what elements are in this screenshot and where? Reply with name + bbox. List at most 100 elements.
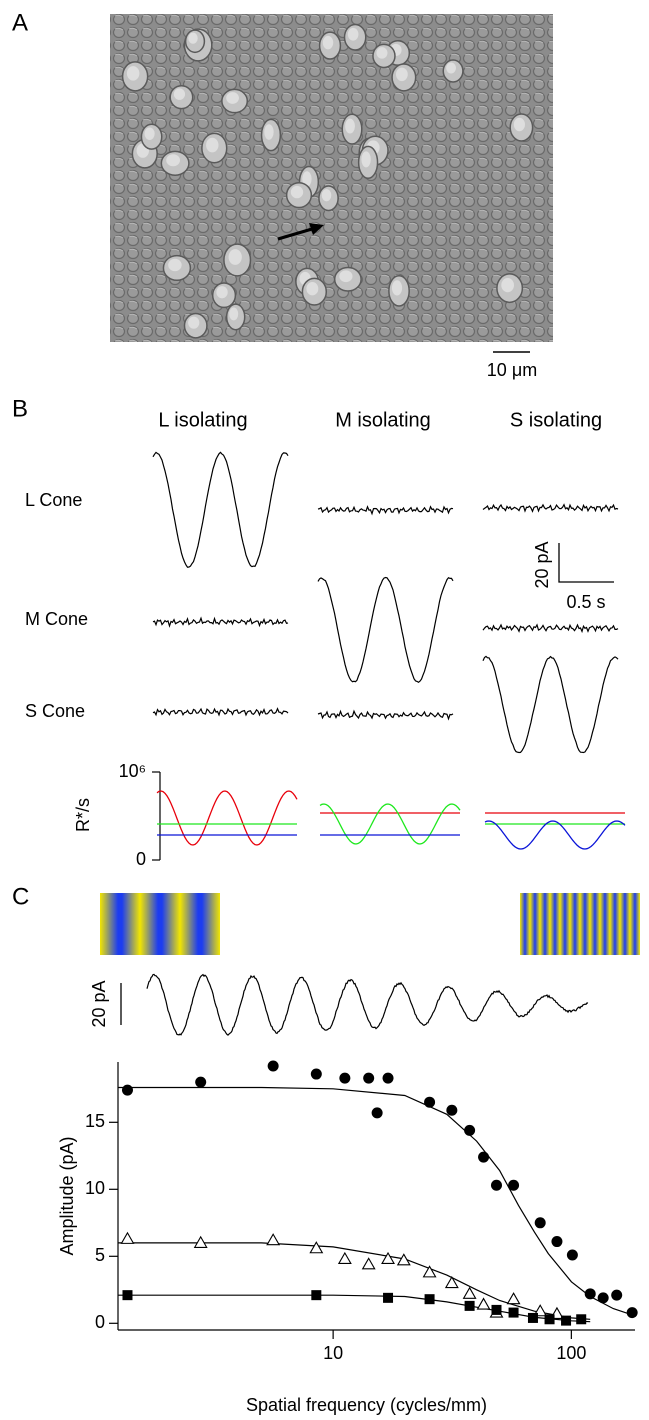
point bbox=[611, 1289, 623, 1301]
x-tick-label: 100 bbox=[556, 1343, 586, 1363]
point bbox=[371, 1107, 383, 1119]
y-tick-label: 15 bbox=[85, 1111, 105, 1131]
cone-highlight bbox=[290, 185, 304, 199]
point bbox=[462, 1286, 477, 1299]
current-trace bbox=[152, 707, 289, 717]
cone-highlight bbox=[229, 307, 239, 321]
current-trace bbox=[317, 576, 454, 684]
stimulus-plot: 10⁶ 0 R*/s bbox=[73, 761, 626, 869]
row-label: L Cone bbox=[25, 490, 82, 510]
cone-highlight bbox=[166, 154, 181, 167]
cone-highlight bbox=[188, 316, 200, 329]
current-trace bbox=[317, 709, 454, 721]
cone-highlight bbox=[206, 137, 219, 153]
cone-highlight bbox=[361, 151, 371, 168]
cone-highlight bbox=[322, 35, 334, 50]
cone-highlight bbox=[345, 118, 355, 134]
scale-bar-label: 10 μm bbox=[487, 360, 537, 380]
arrow bbox=[277, 227, 313, 241]
cone-highlight bbox=[513, 117, 525, 132]
y-axis-label: R*/s bbox=[73, 798, 93, 832]
arrow-head bbox=[309, 223, 324, 235]
point bbox=[544, 1314, 555, 1325]
point bbox=[193, 1235, 208, 1248]
response-trace bbox=[146, 973, 589, 1036]
fit-line bbox=[118, 1086, 630, 1315]
point bbox=[491, 1304, 502, 1315]
y-tick-label: 10⁶ bbox=[119, 761, 146, 781]
current-trace bbox=[152, 451, 289, 568]
stimulus-line bbox=[156, 790, 298, 846]
cone-highlight bbox=[188, 32, 198, 44]
y-tick-label: 5 bbox=[95, 1245, 105, 1265]
cone-highlight bbox=[226, 92, 239, 104]
point bbox=[508, 1179, 520, 1191]
x-tick-label: 10 bbox=[323, 1343, 343, 1363]
column-header: S isolating bbox=[510, 409, 602, 431]
scale-bar-label: 0.5 s bbox=[566, 592, 605, 612]
point bbox=[267, 1060, 279, 1072]
row-label: M Cone bbox=[25, 609, 88, 629]
column-header: M isolating bbox=[335, 409, 431, 431]
current-trace bbox=[482, 503, 619, 513]
cone-highlight bbox=[395, 67, 408, 82]
scale-bar-label: 20 pA bbox=[532, 541, 552, 588]
point bbox=[337, 1251, 352, 1265]
scale-bar bbox=[558, 543, 614, 583]
point bbox=[584, 1288, 596, 1300]
traces bbox=[152, 451, 619, 754]
current-trace bbox=[152, 616, 289, 628]
point bbox=[464, 1124, 476, 1136]
point bbox=[506, 1292, 521, 1305]
point bbox=[626, 1307, 638, 1319]
cone-highlight bbox=[228, 249, 242, 265]
cone-highlight bbox=[501, 278, 515, 293]
point bbox=[490, 1179, 502, 1191]
stimulus-line bbox=[319, 803, 461, 845]
y-tick-label: 0 bbox=[136, 849, 146, 869]
point bbox=[363, 1072, 375, 1084]
y-tick-label: 0 bbox=[95, 1312, 105, 1332]
point bbox=[396, 1253, 411, 1266]
stimulus-line bbox=[484, 820, 626, 850]
point bbox=[551, 1236, 563, 1248]
point bbox=[383, 1292, 394, 1303]
point bbox=[361, 1257, 376, 1270]
point bbox=[566, 1249, 578, 1261]
cone-cells bbox=[121, 23, 534, 339]
point bbox=[310, 1068, 322, 1080]
amplitude-chart: 10 100 0 5 10 15 Spatial frequency (cycles/mm)… bbox=[57, 1060, 638, 1415]
point bbox=[527, 1312, 538, 1323]
y-axis-label: Amplitude (pA) bbox=[57, 1136, 77, 1255]
point bbox=[446, 1104, 458, 1116]
panel-label: C bbox=[12, 883, 29, 910]
point bbox=[195, 1076, 207, 1088]
current-trace bbox=[482, 655, 619, 754]
cone-highlight bbox=[264, 124, 274, 140]
cone-highlight bbox=[321, 189, 332, 202]
current-trace bbox=[482, 623, 619, 634]
point bbox=[339, 1072, 351, 1084]
fit-line bbox=[118, 1294, 591, 1323]
point bbox=[382, 1072, 394, 1084]
point bbox=[561, 1315, 572, 1326]
point bbox=[534, 1217, 546, 1229]
x-axis-label: Spatial frequency (cycles/mm) bbox=[246, 1395, 487, 1415]
panel-label: A bbox=[12, 9, 28, 36]
column-header: L isolating bbox=[158, 409, 247, 431]
point bbox=[424, 1294, 435, 1305]
cone-highlight bbox=[173, 88, 186, 100]
scale-bar-label: 20 pA bbox=[89, 980, 109, 1027]
cone-highlight bbox=[216, 286, 228, 299]
point bbox=[120, 1231, 135, 1244]
grating bbox=[100, 893, 220, 955]
point bbox=[576, 1314, 587, 1325]
cone-highlight bbox=[126, 66, 140, 81]
grating bbox=[520, 893, 640, 955]
y-tick-label: 10 bbox=[85, 1178, 105, 1198]
cone-highlight bbox=[302, 171, 312, 187]
point bbox=[422, 1265, 437, 1278]
point bbox=[444, 1275, 459, 1289]
